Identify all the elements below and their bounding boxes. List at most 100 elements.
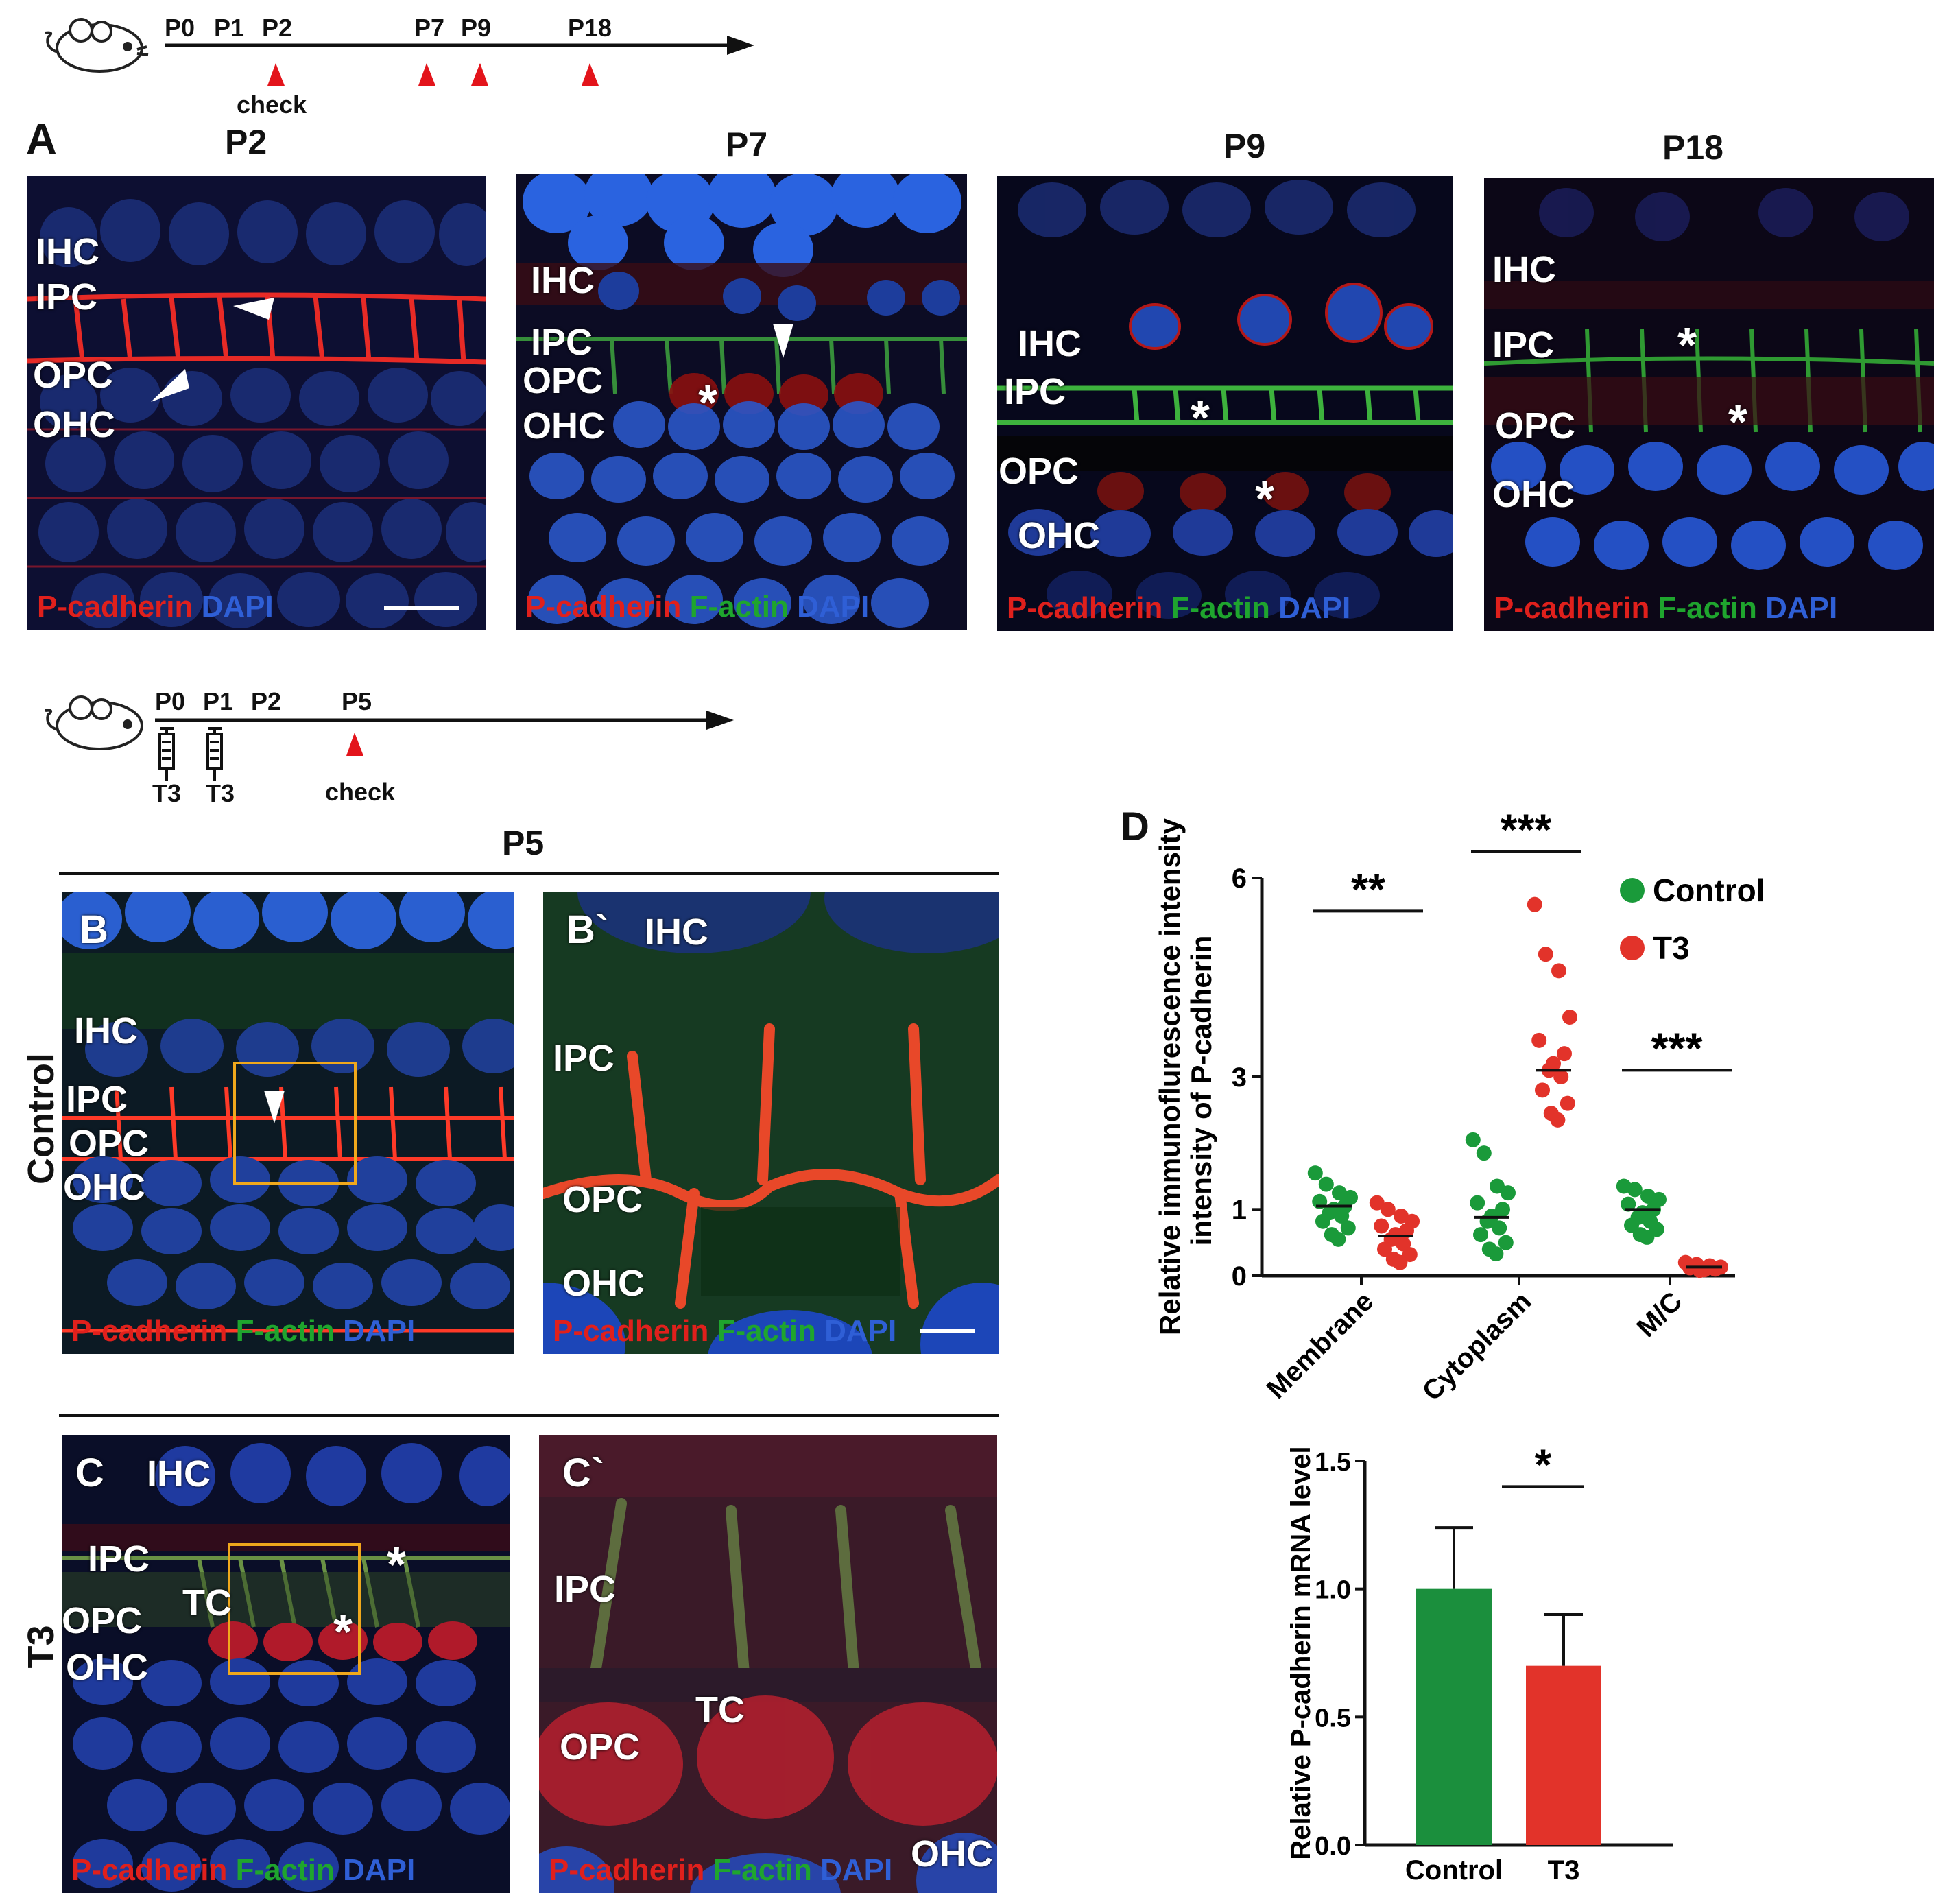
data-point	[1557, 1046, 1572, 1062]
cell-label: TC	[695, 1689, 745, 1730]
stain-legend-pcadherin: P-cadherin	[1494, 591, 1650, 625]
micrograph-c-image	[62, 1435, 510, 1893]
legend-marker	[1620, 936, 1645, 960]
data-point	[1380, 1202, 1396, 1217]
stain-legend: P-cadherin F-actin DAPI	[525, 590, 869, 624]
y-tick-label: 1	[1232, 1195, 1247, 1225]
data-point	[1490, 1178, 1505, 1194]
data-point	[1330, 1231, 1346, 1247]
cell-label: OHC	[66, 1647, 148, 1688]
cell-label: OHC	[523, 405, 605, 447]
micrograph-b: B IHC IPC OPC OHC P-cadherin F-actin DAP…	[62, 892, 514, 1354]
cell-label: OHC	[911, 1833, 993, 1875]
timeline-time-label: P2	[251, 687, 282, 715]
timeline-time-label: P0	[155, 687, 186, 715]
data-point	[1476, 1145, 1492, 1161]
cell-label: OHC	[1492, 474, 1575, 515]
injection-label: T3	[206, 779, 235, 807]
x-tick-label: Control	[1405, 1855, 1503, 1885]
cell-label: IHC	[74, 1010, 138, 1051]
micrograph-c-zoom: C` IPC TC OPC OHC P-cadherin F-actin DAP…	[539, 1435, 997, 1893]
section-divider	[59, 1414, 999, 1417]
data-point	[1621, 1196, 1636, 1212]
data-point	[1473, 1227, 1488, 1243]
section-title-p5: P5	[502, 824, 545, 862]
stain-legend-dapi: DAPI	[1765, 591, 1838, 625]
y-axis-label: Relative P-cadherin mRNA level	[1289, 1446, 1316, 1859]
cell-label: TC	[182, 1582, 232, 1623]
micrograph-c-zoom-image	[539, 1435, 997, 1893]
section-divider	[59, 872, 999, 875]
cell-label: OHC	[1018, 515, 1100, 556]
micrograph-p7-image	[516, 174, 967, 630]
significance-label: ***	[1651, 1023, 1703, 1073]
timeline-time-label: P7	[414, 14, 445, 42]
panel-a-title-p18: P18	[1662, 128, 1723, 167]
significance-label: *	[1535, 1440, 1552, 1489]
data-point	[1501, 1185, 1516, 1201]
data-point	[1531, 1032, 1547, 1048]
stain-legend-factin: F-actin	[235, 1853, 335, 1887]
stain-legend-factin: F-actin	[717, 1314, 816, 1348]
panel-letter-b: B	[80, 907, 108, 952]
data-point	[1692, 1263, 1708, 1278]
asterisk-marker: *	[1677, 318, 1697, 373]
micrograph-p9: IHC IPC OPC OHC * * P-cadherin F-actin D…	[997, 176, 1453, 631]
stain-legend: P-cadherin F-actin DAPI	[549, 1853, 892, 1888]
panel-a-title-p2: P2	[225, 123, 267, 161]
y-tick-label: 0	[1232, 1261, 1247, 1292]
cell-label: OPC	[62, 1600, 143, 1641]
x-tick-label: Membrane	[1261, 1286, 1380, 1405]
row-label-control: Control	[21, 1053, 62, 1185]
asterisk-marker: *	[1728, 395, 1748, 450]
data-point	[1470, 1195, 1485, 1211]
cell-label: OHC	[33, 404, 115, 445]
stain-legend-pcadherin: P-cadherin	[1007, 591, 1163, 625]
stain-legend: P-cadherin F-actin DAPI	[71, 1314, 415, 1348]
cell-label: IHC	[147, 1453, 211, 1495]
panel-letter-b-zoom: B`	[566, 907, 609, 952]
stain-legend-pcadherin: P-cadherin	[549, 1853, 705, 1887]
cell-label: IHC	[531, 260, 595, 301]
stain-legend-pcadherin: P-cadherin	[71, 1853, 228, 1887]
legend-label: Control	[1653, 872, 1765, 908]
legend-label: T3	[1653, 930, 1690, 966]
data-point	[1550, 1112, 1566, 1128]
injection-label: T3	[152, 779, 182, 807]
timeline-top: P0 P1 P2 P7 P9 P18 check	[0, 0, 768, 123]
y-tick-label: 3	[1232, 1062, 1247, 1093]
stain-legend: P-cadherin F-actin DAPI	[1494, 591, 1837, 626]
significance-label: **	[1351, 864, 1385, 914]
micrograph-p7: IHC IPC OPC OHC * P-cadherin F-actin DAP…	[516, 174, 967, 630]
timeline-time-label: P18	[568, 14, 612, 42]
asterisk-marker: *	[333, 1605, 353, 1660]
cell-label: OPC	[523, 360, 604, 401]
cell-label: OPC	[33, 355, 114, 396]
data-point	[1377, 1241, 1392, 1257]
cell-label: OPC	[1495, 405, 1576, 447]
data-point	[1627, 1182, 1643, 1198]
data-point	[1560, 1095, 1575, 1111]
stain-legend-pcadherin: P-cadherin	[553, 1314, 709, 1348]
timeline-time-label: P2	[262, 14, 293, 42]
check-arrow	[346, 733, 363, 756]
cell-label: OHC	[562, 1263, 645, 1304]
panel-letter-c: C	[75, 1451, 104, 1495]
cell-label: OPC	[999, 451, 1079, 492]
timeline-bottom: P0 P1 P2 P5 T3 T3 check	[0, 679, 768, 816]
cell-label: IPC	[531, 322, 593, 363]
timeline-time-label: P9	[461, 14, 492, 42]
scatter-chart: 0 1 3 6 Relative immunoflurescence intensity…	[1154, 805, 1765, 1407]
data-point	[1315, 1213, 1330, 1229]
significance-label: ***	[1501, 805, 1552, 854]
micrograph-b-image	[62, 892, 514, 1354]
data-point	[1488, 1246, 1504, 1262]
data-point	[1538, 947, 1553, 962]
micrograph-b-zoom: B` IHC IPC OPC OHC P-cadherin F-actin DA…	[543, 892, 999, 1354]
micrograph-p2-image	[27, 176, 486, 630]
panel-letter-d: D	[1121, 805, 1149, 849]
micrograph-p18-image	[1484, 178, 1934, 631]
cell-label: OPC	[560, 1726, 641, 1768]
timeline-time-label: P5	[342, 687, 372, 715]
stain-legend-pcadherin: P-cadherin	[525, 590, 682, 623]
